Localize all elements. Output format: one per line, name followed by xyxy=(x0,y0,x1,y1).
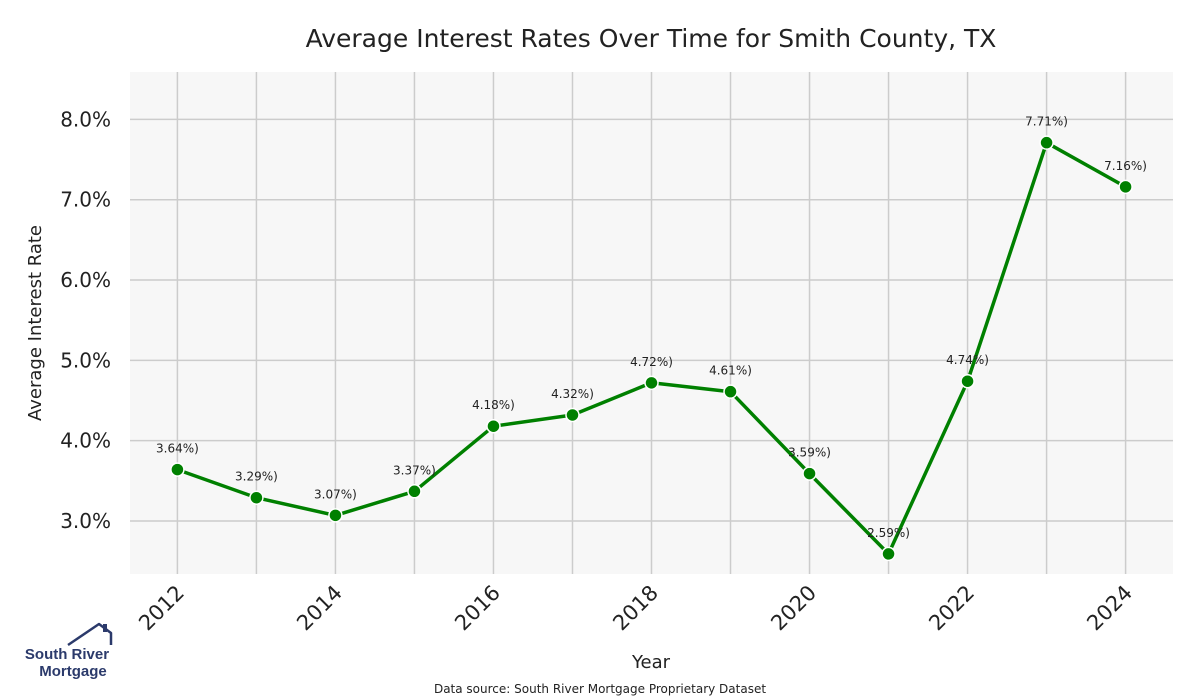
data-point xyxy=(170,462,185,477)
data-point xyxy=(802,466,817,481)
data-label: 4.32%) xyxy=(551,387,594,401)
data-point xyxy=(1118,179,1133,195)
company-logo: South River Mortgage xyxy=(25,622,113,680)
y-tick-label: 5.0% xyxy=(60,348,111,372)
data-point xyxy=(1039,135,1054,150)
logo-line2: Mortgage xyxy=(39,663,107,680)
data-label: 4.74%) xyxy=(946,353,989,367)
x-tick-label: 2016 xyxy=(450,581,505,636)
data-source-note: Data source: South River Mortgage Propri… xyxy=(434,682,766,696)
data-point xyxy=(486,418,501,434)
data-point xyxy=(960,373,975,389)
data-point xyxy=(723,384,738,399)
x-tick-label: 2012 xyxy=(134,581,189,636)
data-label: 4.61%) xyxy=(709,364,752,378)
house-chimney-icon xyxy=(103,624,107,632)
y-tick-label: 7.0% xyxy=(60,188,111,212)
chart-title: Average Interest Rates Over Time for Smi… xyxy=(306,24,997,53)
data-point xyxy=(644,375,659,391)
data-point xyxy=(407,484,422,499)
data-label: 3.37%) xyxy=(393,463,436,477)
data-point xyxy=(565,407,580,423)
x-tick-label: 2020 xyxy=(766,581,821,636)
data-label: 3.64%) xyxy=(156,442,199,456)
y-tick-label: 4.0% xyxy=(60,429,111,453)
y-tick-label: 3.0% xyxy=(60,509,111,533)
data-label: 3.59%) xyxy=(788,446,831,460)
data-label: 4.18%) xyxy=(472,398,515,412)
grid-lines xyxy=(130,72,1173,574)
data-label: 3.29%) xyxy=(235,470,278,484)
x-axis-ticks: 2012 2014 2016 2018 2020 2022 2024 xyxy=(134,581,1137,636)
data-points xyxy=(170,135,1133,562)
x-tick-label: 2024 xyxy=(1082,581,1137,636)
data-label: 2.59%) xyxy=(867,526,910,540)
data-label: 7.71%) xyxy=(1025,115,1068,129)
data-labels: 3.64%) 3.29%) 3.07%) 3.37%) 4.18%) 4.32%) 4.72… xyxy=(156,115,1147,540)
x-tick-label: 2018 xyxy=(608,581,663,636)
y-axis-ticks: 3.0% 4.0% 5.0% 6.0% 7.0% 8.0% xyxy=(60,107,111,533)
x-axis-label: Year xyxy=(631,652,671,673)
data-label: 3.07%) xyxy=(314,487,357,501)
y-tick-label: 6.0% xyxy=(60,268,111,292)
y-axis-label: Average Interest Rate xyxy=(25,225,46,421)
logo-line1: South River xyxy=(25,646,109,663)
data-point xyxy=(328,508,343,523)
x-tick-label: 2014 xyxy=(292,581,347,636)
data-point xyxy=(881,546,896,562)
data-label: 7.16%) xyxy=(1104,159,1147,173)
x-tick-label: 2022 xyxy=(924,581,979,636)
data-label: 4.72%) xyxy=(630,355,673,369)
y-tick-label: 8.0% xyxy=(60,107,111,131)
data-point xyxy=(249,490,264,505)
